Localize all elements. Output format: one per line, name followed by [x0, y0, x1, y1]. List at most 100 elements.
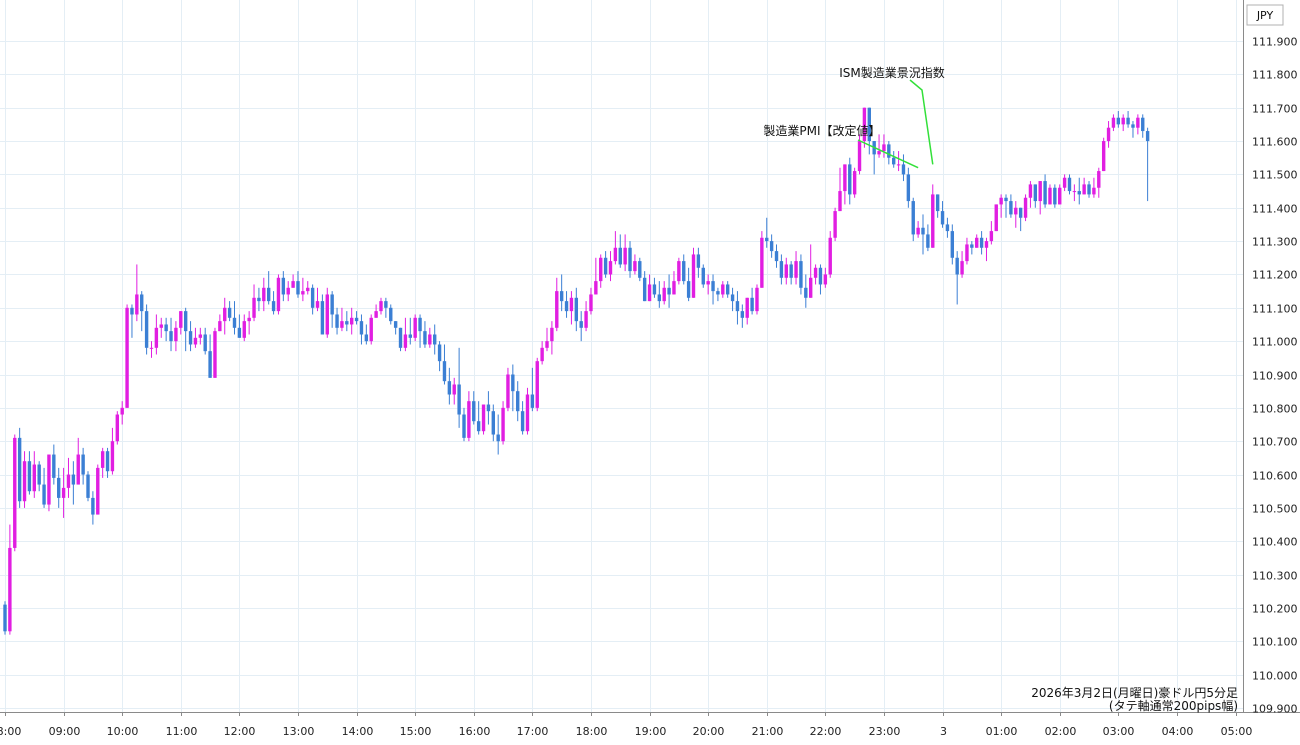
candle-body [437, 344, 442, 362]
candle-body [335, 314, 339, 328]
candle-body [994, 204, 998, 232]
candle-body [1023, 197, 1028, 218]
candle [667, 274, 671, 308]
candle-body [852, 171, 857, 195]
price-tick-label: 110.000 [1252, 670, 1298, 683]
candle [301, 277, 305, 302]
candle [579, 311, 583, 342]
candle [452, 377, 456, 405]
candle-body [281, 277, 286, 295]
candle-body [569, 297, 574, 312]
candle [130, 304, 134, 338]
candle [599, 254, 603, 288]
candle-body [1077, 191, 1081, 195]
price-tick-label: 109.900 [1252, 703, 1298, 716]
candle [852, 167, 857, 198]
candle-body [535, 361, 539, 408]
candle-body [340, 321, 344, 328]
candle [647, 274, 652, 302]
price-tick-label: 111.000 [1252, 336, 1298, 349]
candle-body [516, 391, 520, 412]
candle [462, 407, 466, 442]
candle [892, 151, 896, 168]
candle-body [931, 194, 935, 248]
candle [183, 307, 188, 352]
candle-body [940, 211, 945, 225]
candle-body [232, 317, 237, 328]
candle [120, 401, 124, 425]
candle-body [1101, 141, 1106, 172]
annotation-line-pmi [857, 139, 919, 169]
candle [8, 524, 12, 635]
candle [208, 334, 212, 378]
candle-body [662, 287, 666, 302]
candle [423, 321, 427, 348]
candle [1004, 194, 1008, 218]
candle-body [999, 197, 1003, 205]
candle-body [682, 261, 686, 282]
candle [706, 274, 710, 295]
candle-body [760, 237, 764, 288]
candle [213, 327, 217, 378]
candle-body [125, 307, 129, 408]
candle-body [3, 604, 7, 632]
candle-body [1033, 184, 1038, 202]
candle [1145, 127, 1150, 202]
candle-body [1067, 177, 1072, 192]
candle-body [442, 361, 447, 382]
candle-body [27, 461, 32, 492]
candle [61, 467, 66, 518]
candle [1111, 114, 1116, 132]
price-axis-labels: 111.900 111.800 111.700 111.600 111.500 111.4… [1252, 36, 1298, 716]
candle [804, 274, 808, 308]
candle [110, 427, 115, 475]
candle [989, 221, 994, 245]
time-axis-labels: 08:00 09:00 10:00 11:00 12:00 13:00 14:00 15:00… [0, 725, 1252, 738]
price-tick-label: 110.900 [1252, 370, 1298, 383]
candle [442, 344, 447, 385]
candle-body [555, 291, 559, 328]
candle-body [979, 237, 984, 248]
candle [818, 264, 823, 295]
candle [154, 314, 159, 355]
candle [369, 314, 373, 345]
candle [52, 444, 56, 485]
time-tick-label: 19:00 [635, 725, 667, 738]
candle-body [960, 261, 964, 275]
candle-body [618, 247, 622, 265]
candle [970, 241, 974, 255]
candle-body [745, 297, 749, 318]
candle-body [765, 237, 769, 242]
candle [476, 401, 481, 435]
candle-body [359, 321, 364, 335]
candle-body [1004, 197, 1008, 202]
candle [774, 244, 779, 268]
candle [306, 281, 310, 295]
candle-body [511, 374, 515, 392]
time-tick-label: 16:00 [459, 725, 491, 738]
candle [931, 184, 935, 248]
candle [975, 234, 979, 248]
candle [994, 204, 998, 232]
candle-body [984, 241, 989, 248]
candle-body [164, 324, 168, 332]
candle-body [349, 317, 354, 325]
candle-body [564, 301, 569, 312]
candle [1116, 111, 1121, 128]
candle [310, 284, 315, 315]
candle [1121, 114, 1125, 132]
price-tick-label: 111.400 [1252, 203, 1298, 216]
candle [672, 271, 676, 295]
candle [252, 284, 256, 322]
candle [555, 277, 559, 332]
candle-body [808, 277, 813, 298]
candle-body [789, 264, 793, 278]
candle [984, 237, 989, 262]
price-tick-label: 111.600 [1252, 136, 1298, 149]
candle [188, 321, 193, 352]
candle [91, 491, 95, 525]
candle-body [100, 451, 105, 468]
time-tick-label: 18:00 [576, 725, 608, 738]
currency-label: JPY [1256, 9, 1274, 22]
